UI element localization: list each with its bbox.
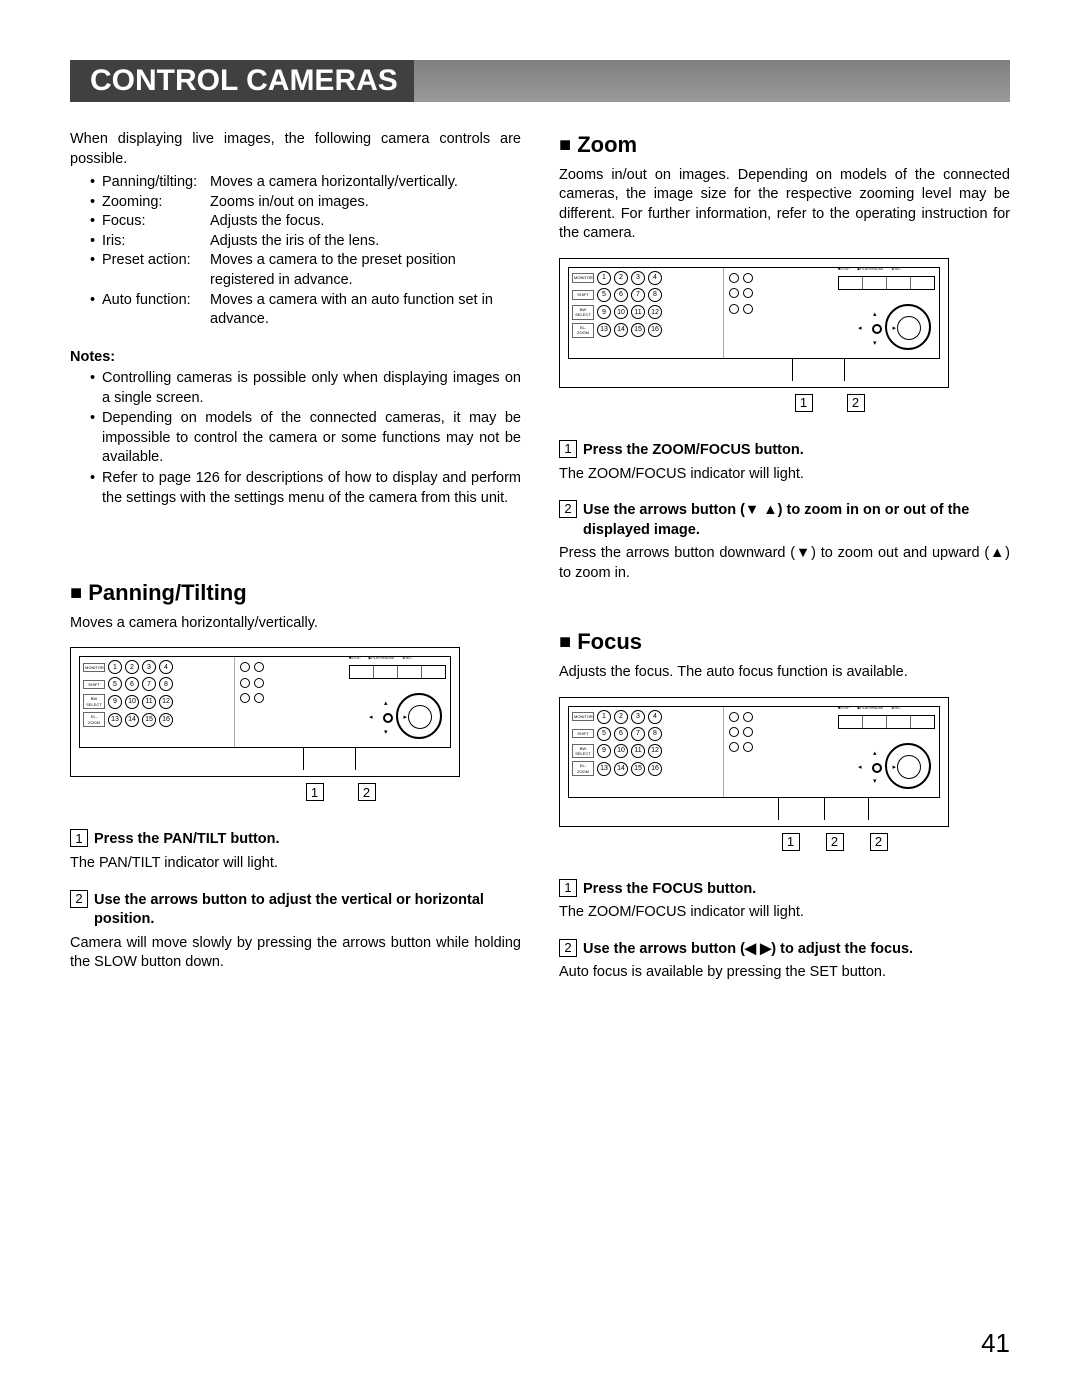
pantilt-step2: 2 Use the arrows button to adjust the ve… [70, 890, 521, 930]
callout-box: 1 [782, 833, 800, 851]
step-title: Press the ZOOM/FOCUS button. [583, 440, 804, 461]
pantilt-desc: Moves a camera horizontally/vertically. [70, 614, 521, 634]
zoom-desc: Zooms in/out on images. Depending on mod… [559, 166, 1010, 244]
step-title: Use the arrows button (▼ ▲) to zoom in o… [583, 500, 1010, 540]
control-desc: Moves a camera horizontally/vertically. [210, 173, 458, 193]
control-desc: Zooms in/out on images. [210, 193, 369, 213]
focus-callouts: 1 2 2 [659, 833, 1010, 851]
step-detail: The ZOOM/FOCUS indicator will light. [559, 465, 1010, 485]
page-number: 41 [981, 1328, 1010, 1359]
focus-step2: 2 Use the arrows button (◀ ▶) to adjust … [559, 939, 1010, 960]
device-diagram-focus: MONITOR 1234 SHIFT 5678 BW SELECT 910111… [559, 697, 949, 827]
control-desc: Adjusts the focus. [210, 212, 324, 232]
page-title: CONTROL CAMERAS [70, 60, 414, 102]
callout-box: 2 [847, 394, 865, 412]
device-diagram-zoom: MONITOR 1234 SHIFT 5678 BW SELECT 910111… [559, 258, 949, 388]
callout-box: 2 [358, 783, 376, 801]
control-desc: Moves a camera to the preset position re… [210, 251, 521, 290]
zoom-step1: 1 Press the ZOOM/FOCUS button. [559, 440, 1010, 461]
callout-box: 2 [826, 833, 844, 851]
control-term: Zooming: [102, 193, 210, 213]
notes-list: Controlling cameras is possible only whe… [70, 369, 521, 508]
control-term: Focus: [102, 212, 210, 232]
control-desc: Adjusts the iris of the lens. [210, 232, 379, 252]
pantilt-callouts: 1 2 [160, 783, 521, 801]
note-item: Depending on models of the connected cam… [90, 409, 521, 468]
step-detail: Press the arrows button downward (▼) to … [559, 544, 1010, 583]
right-column: ■ Zoom Zooms in/out on images. Depending… [559, 130, 1010, 999]
step-title: Use the arrows button to adjust the vert… [94, 890, 521, 930]
control-term: Auto function: [102, 291, 210, 330]
zoom-header: ■ Zoom [559, 130, 1010, 160]
step-detail: The ZOOM/FOCUS indicator will light. [559, 903, 1010, 923]
left-column: When displaying live images, the followi… [70, 130, 521, 999]
notes-header: Notes: [70, 348, 521, 368]
focus-step1: 1 Press the FOCUS button. [559, 879, 1010, 900]
intro-text: When displaying live images, the followi… [70, 130, 521, 169]
page-title-bar: CONTROL CAMERAS [70, 60, 1010, 102]
step-detail: The PAN/TILT indicator will light. [70, 854, 521, 874]
control-term: Preset action: [102, 251, 210, 290]
zoom-callouts: 1 2 [649, 394, 1010, 412]
callout-box: 2 [870, 833, 888, 851]
step-title: Press the FOCUS button. [583, 879, 756, 900]
note-item: Refer to page 126 for descriptions of ho… [90, 469, 521, 508]
device-diagram-pantilt: MONITOR 1234 SHIFT 5678 BW SELECT 910111… [70, 647, 460, 777]
pantilt-header: ■ Panning/Tilting [70, 578, 521, 608]
focus-desc: Adjusts the focus. The auto focus functi… [559, 663, 1010, 683]
step-detail: Camera will move slowly by pressing the … [70, 934, 521, 973]
step-title: Use the arrows button (◀ ▶) to adjust th… [583, 939, 913, 960]
note-item: Controlling cameras is possible only whe… [90, 369, 521, 408]
content-columns: When displaying live images, the followi… [70, 130, 1010, 999]
callout-box: 1 [306, 783, 324, 801]
control-term: Iris: [102, 232, 210, 252]
controls-list: Panning/tilting:Moves a camera horizonta… [70, 173, 521, 330]
pantilt-step1: 1 Press the PAN/TILT button. [70, 829, 521, 850]
step-detail: Auto focus is available by pressing the … [559, 963, 1010, 983]
control-term: Panning/tilting: [102, 173, 210, 193]
control-desc: Moves a camera with an auto function set… [210, 291, 521, 330]
focus-header: ■ Focus [559, 627, 1010, 657]
callout-box: 1 [795, 394, 813, 412]
zoom-step2: 2 Use the arrows button (▼ ▲) to zoom in… [559, 500, 1010, 540]
step-title: Press the PAN/TILT button. [94, 829, 280, 850]
